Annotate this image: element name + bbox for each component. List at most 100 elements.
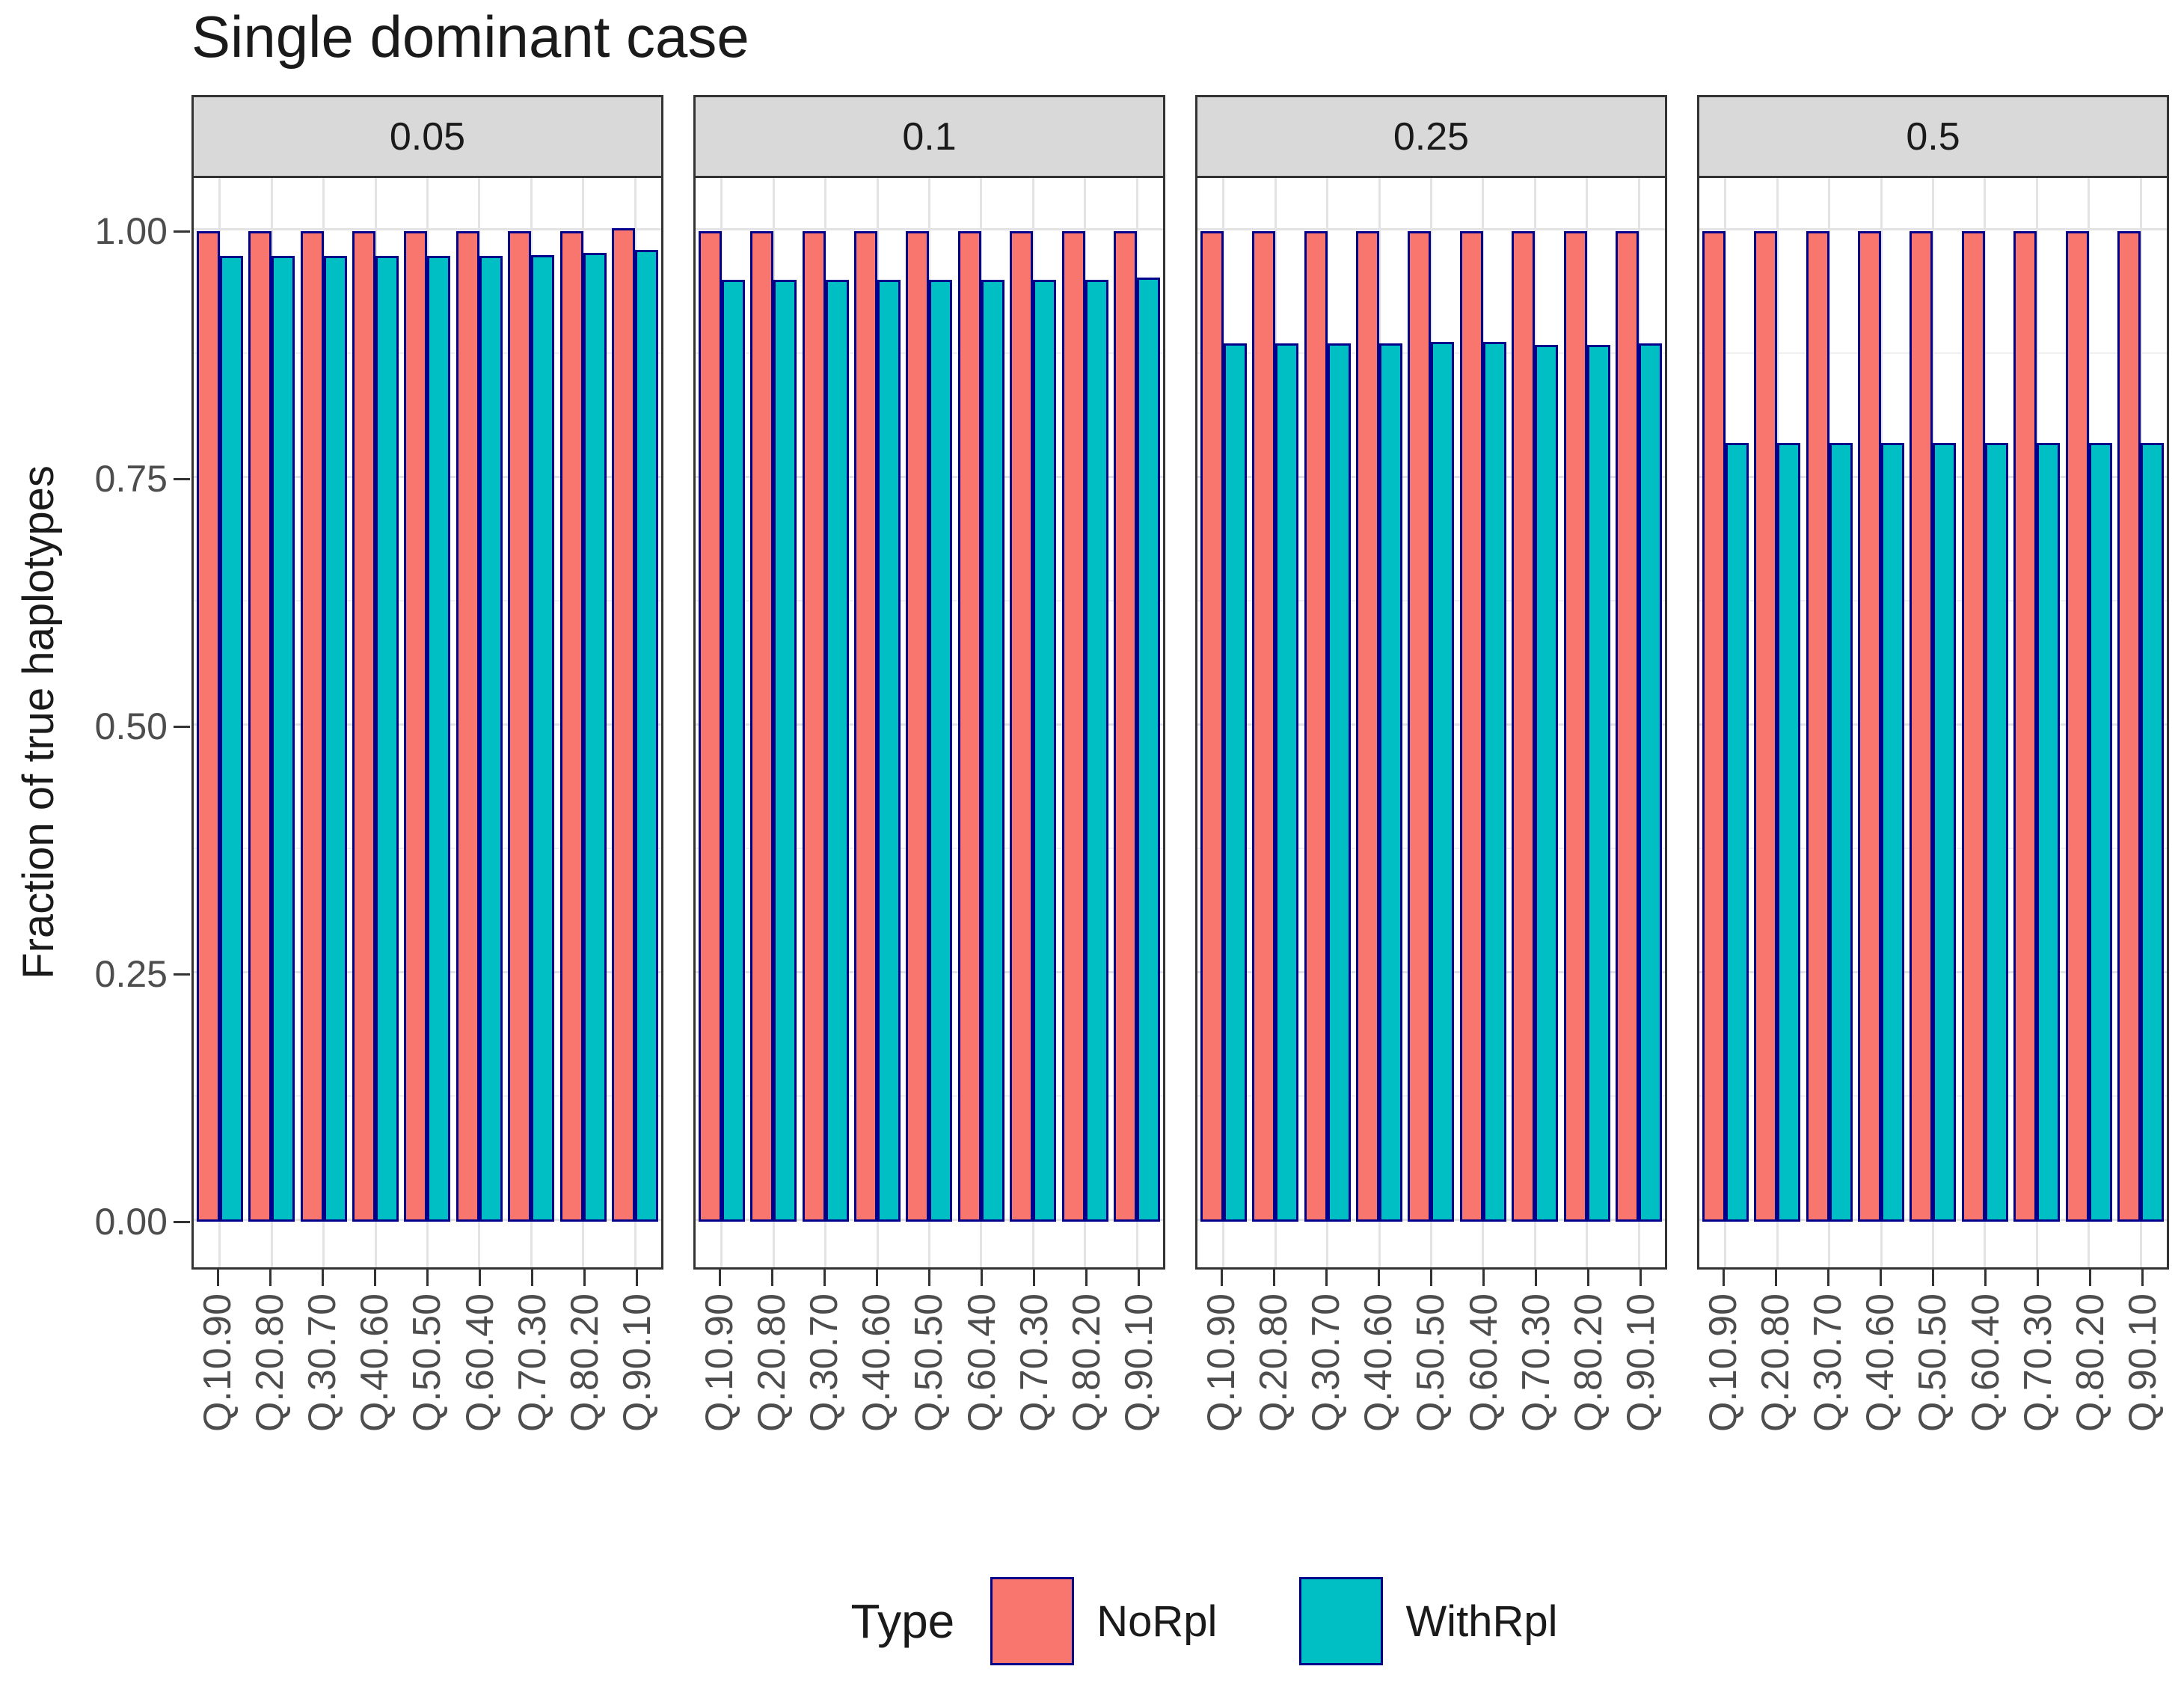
- bar-withrpl-Q.60.40: [1482, 342, 1506, 1222]
- category-cell-Q.20.80: [1249, 178, 1301, 1267]
- x-tick-label-cell: Q.40.60: [349, 1288, 401, 1497]
- x-tick-label-cell: Q.50.50: [1405, 1288, 1457, 1497]
- x-tick-label: Q.60.40: [960, 1293, 1004, 1433]
- facet-strip-label: 0.25: [1195, 95, 1667, 178]
- x-tick-cell: [2064, 1270, 2117, 1288]
- x-tick-cell: [693, 1270, 746, 1288]
- x-tick-label-cell: Q.20.80: [1749, 1288, 1802, 1497]
- y-tick-label: 0.00: [94, 1201, 168, 1243]
- y-tick-label: 0.50: [94, 705, 168, 747]
- bar-norpl-Q.40.60: [1356, 231, 1380, 1222]
- x-tick-label: Q.60.40: [1963, 1293, 2007, 1433]
- legend-item-withrpl: WithRpl: [1299, 1577, 1557, 1665]
- x-tick-mark: [1085, 1270, 1088, 1286]
- x-tick-cell: [1458, 1270, 1510, 1288]
- x-tick-cell: [1615, 1270, 1667, 1288]
- bar-norpl-Q.90.10: [1616, 231, 1639, 1222]
- legend-swatch-norpl: [990, 1577, 1075, 1665]
- bar-withrpl-Q.60.40: [1984, 443, 2008, 1222]
- bar-norpl-Q.90.10: [612, 228, 636, 1222]
- x-tick-mark: [1377, 1270, 1380, 1286]
- bar-norpl-Q.50.50: [404, 231, 428, 1222]
- bar-withrpl-Q.70.30: [531, 255, 555, 1222]
- bar-cells: [1197, 178, 1665, 1267]
- x-tick-mark: [1220, 1270, 1223, 1286]
- x-tick-label-cell: Q.50.50: [401, 1288, 453, 1497]
- category-cell-Q.20.80: [1751, 178, 1803, 1267]
- bar-withrpl-Q.30.70: [323, 256, 347, 1222]
- bar-withrpl-Q.60.40: [981, 280, 1004, 1222]
- x-tick-cell: [1562, 1270, 1615, 1288]
- x-tick-label-cell: Q.60.40: [1458, 1288, 1510, 1497]
- x-tick-mark: [1879, 1270, 1882, 1286]
- x-tick-label: Q.20.80: [750, 1293, 794, 1433]
- x-tick-mark: [531, 1270, 534, 1286]
- x-tick-labels: Q.10.90 Q.20.80 Q.30.70 Q.40.60 Q.50.50 Q.60.…: [1697, 1288, 2169, 1497]
- category-cell-Q.40.60: [851, 178, 903, 1267]
- x-tick-mark: [2089, 1270, 2092, 1286]
- x-tick-mark: [269, 1270, 272, 1286]
- category-cell-Q.10.90: [1699, 178, 1751, 1267]
- category-cell-Q.20.80: [245, 178, 297, 1267]
- x-tick-label: Q.80.20: [562, 1293, 607, 1433]
- x-tick-label: Q.20.80: [1252, 1293, 1296, 1433]
- legend-title: Type: [850, 1594, 955, 1648]
- x-tick-label-cell: Q.40.60: [1854, 1288, 1907, 1497]
- bar-withrpl-Q.50.50: [1933, 443, 1957, 1222]
- bar-withrpl-Q.80.20: [583, 253, 607, 1222]
- legend-swatch-withrpl: [1299, 1577, 1384, 1665]
- y-tick-label: 1.00: [94, 210, 168, 252]
- x-tick-labels: Q.10.90 Q.20.80 Q.30.70 Q.40.60 Q.50.50 Q.60.…: [693, 1288, 1165, 1497]
- facet-strip-label: 0.5: [1697, 95, 2169, 178]
- category-cell-Q.30.70: [800, 178, 851, 1267]
- x-tick-mark: [1774, 1270, 1777, 1286]
- x-tick-mark: [373, 1270, 376, 1286]
- category-cell-Q.70.30: [2011, 178, 2063, 1267]
- x-tick-mark: [1325, 1270, 1328, 1286]
- category-cell-Q.70.30: [1509, 178, 1561, 1267]
- x-tick-label-cell: Q.40.60: [1352, 1288, 1405, 1497]
- x-tick-label: Q.70.30: [1012, 1293, 1056, 1433]
- bar-norpl-Q.70.30: [508, 231, 532, 1222]
- x-tick-label-cell: Q.10.90: [693, 1288, 746, 1497]
- bar-norpl-Q.80.20: [2065, 231, 2089, 1222]
- x-tick-mark: [1033, 1270, 1036, 1286]
- x-tick-label: Q.90.10: [1117, 1293, 1161, 1433]
- bar-norpl-Q.80.20: [559, 231, 583, 1222]
- x-tick-label-cell: Q.30.70: [1802, 1288, 1854, 1497]
- x-tick-cell: [349, 1270, 401, 1288]
- x-tick-label: Q.70.30: [2016, 1293, 2060, 1433]
- x-ticks: [693, 1270, 1165, 1288]
- x-tick-label: Q.60.40: [458, 1293, 502, 1433]
- facet-0.5: 0.5 Q.10.90 Q.20.80 Q.30.70 Q.40.60 Q.50.50 Q.…: [1697, 95, 2169, 1497]
- category-cell-Q.50.50: [402, 178, 453, 1267]
- category-cell-Q.90.10: [2115, 178, 2167, 1267]
- x-tick-mark: [1429, 1270, 1432, 1286]
- category-cell-Q.20.80: [747, 178, 799, 1267]
- x-tick-mark: [770, 1270, 773, 1286]
- legend: Type NoRpl WithRpl: [0, 1577, 2184, 1665]
- category-cell-Q.70.30: [1007, 178, 1059, 1267]
- bar-norpl-Q.90.10: [1114, 231, 1138, 1222]
- x-tick-label: Q.80.20: [1064, 1293, 1108, 1433]
- x-tick-mark: [718, 1270, 721, 1286]
- x-tick-label-cell: Q.30.70: [798, 1288, 850, 1497]
- x-tick-label: Q.30.70: [1806, 1293, 1850, 1433]
- x-tick-cell: [1749, 1270, 1802, 1288]
- bar-norpl-Q.30.70: [300, 231, 324, 1222]
- bar-withrpl-Q.20.80: [1275, 343, 1299, 1222]
- x-tick-label-cell: Q.70.30: [506, 1288, 559, 1497]
- x-tick-mark: [216, 1270, 219, 1286]
- y-tick-mark: [174, 973, 190, 976]
- bar-withrpl-Q.30.70: [1327, 343, 1351, 1222]
- x-tick-label-cell: Q.90.10: [1113, 1288, 1165, 1497]
- category-cell-Q.80.20: [1059, 178, 1111, 1267]
- category-cell-Q.60.40: [453, 178, 505, 1267]
- x-tick-label-cell: Q.10.90: [1697, 1288, 1749, 1497]
- x-tick-mark: [1587, 1270, 1590, 1286]
- facet-strip-label: 0.1: [693, 95, 1165, 178]
- category-cell-Q.40.60: [1855, 178, 1907, 1267]
- x-tick-cell: [850, 1270, 903, 1288]
- x-tick-label-cell: Q.80.20: [1061, 1288, 1113, 1497]
- bar-withrpl-Q.80.20: [2088, 443, 2112, 1222]
